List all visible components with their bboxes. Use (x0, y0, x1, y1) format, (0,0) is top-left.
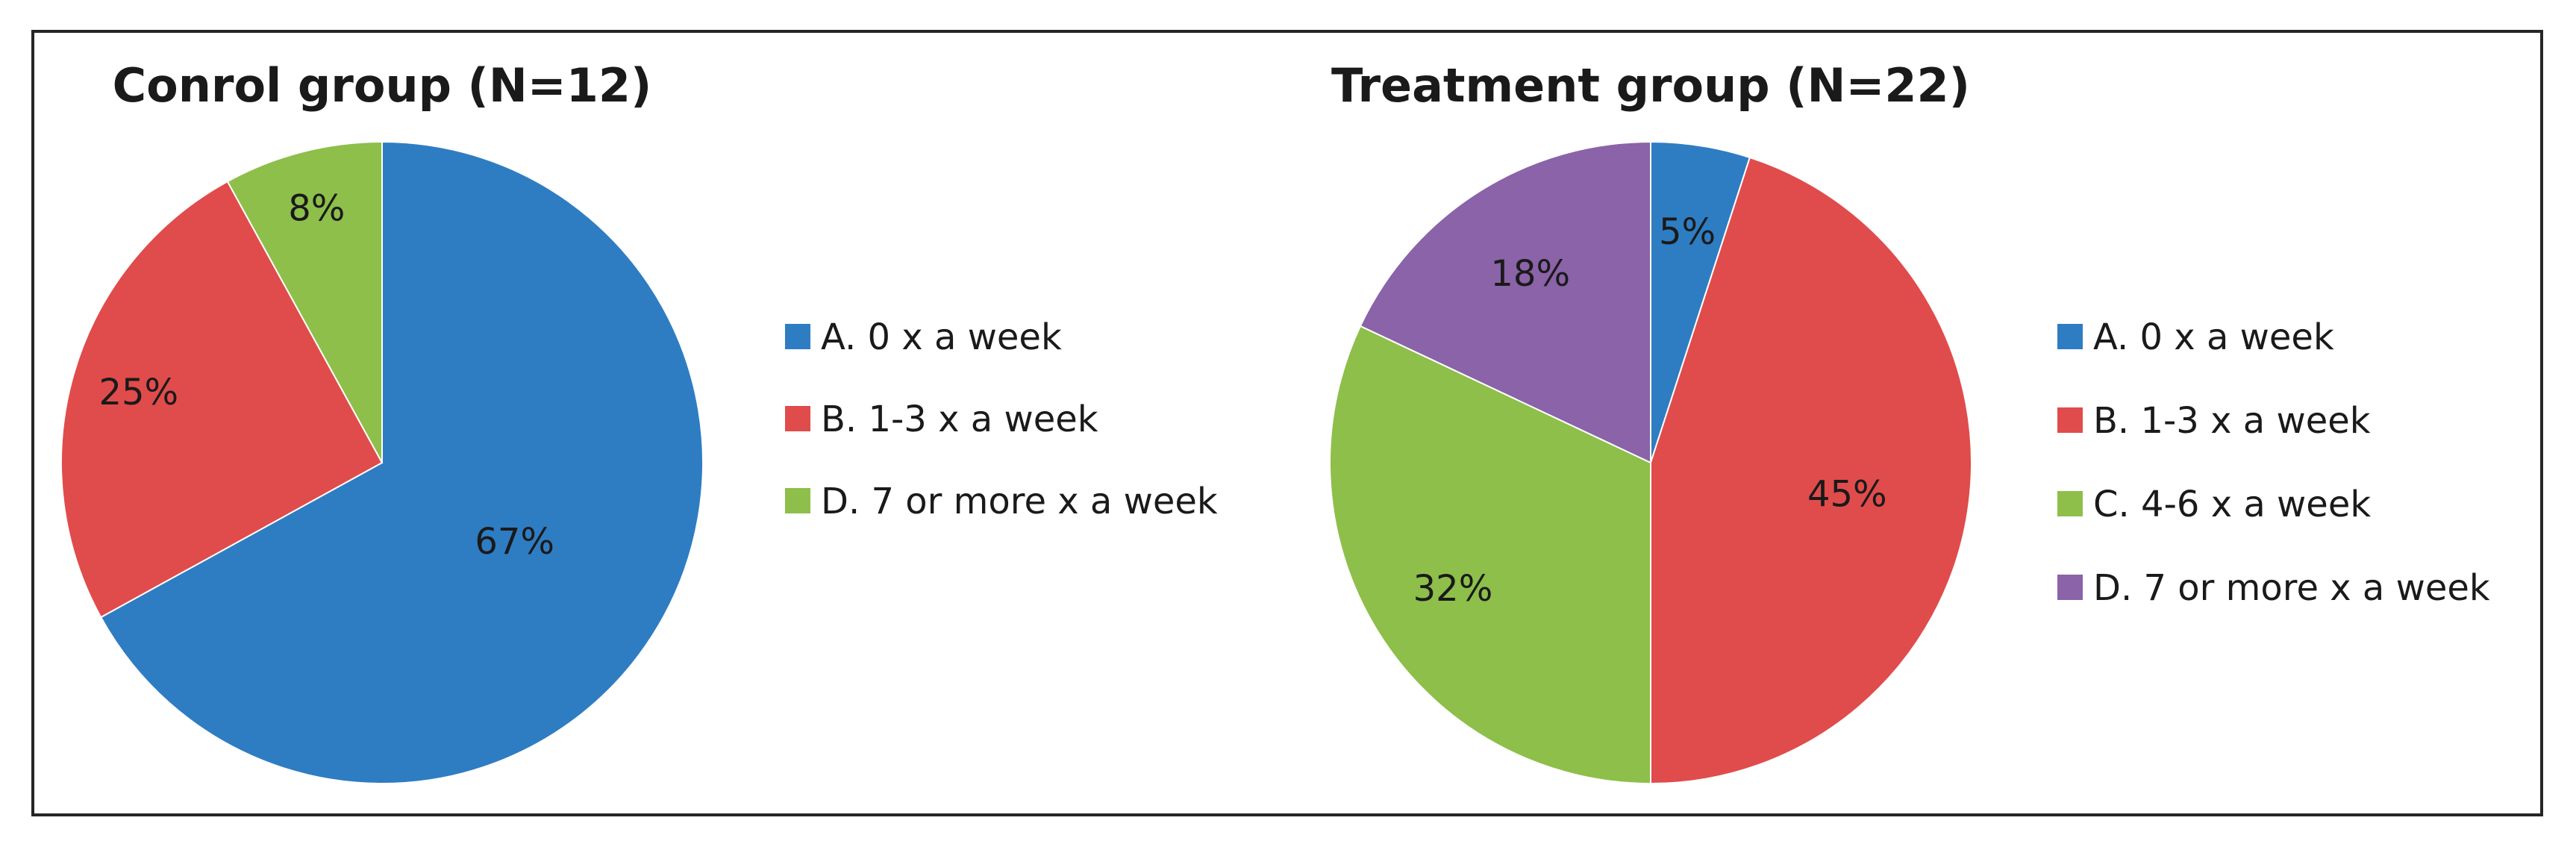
slice-label: 5% (1659, 211, 1716, 253)
pie-chart-2: Treatment group (N=22) 5% 45% 32% 18% A. 0 x … (1329, 58, 2490, 785)
legend-label: C. 4-6 x a week (2093, 484, 2371, 525)
legend-label: D. 7 or more x a week (821, 481, 1218, 522)
legend: A. 0 x a week B. 1-3 x a week D. 7 or more… (785, 316, 1218, 522)
legend: A. 0 x a week B. 1-3 x a week C. 4-6 x a w… (2057, 316, 2490, 609)
pie-slice (60, 180, 384, 619)
slice-label: 32% (1413, 568, 1493, 610)
slice-label: 18% (1490, 253, 1570, 295)
slice-label: 67% (475, 521, 554, 563)
pie-slice (1650, 156, 1972, 785)
pie-chart-1: Conrol group (N=12) 67% 25% 8% A. 0 x a week… (60, 58, 1218, 784)
pie-charts: Conrol group (N=12) 67% 25% 8% A. 0 x a week… (60, 58, 2490, 785)
pie-slice (1329, 325, 1651, 785)
legend-swatch (2057, 407, 2083, 433)
legend-swatch (785, 488, 810, 513)
legend-swatch (785, 406, 810, 431)
pie-slice (226, 140, 383, 463)
legend-label: A. 0 x a week (821, 316, 1062, 358)
legend-label: B. 1-3 x a week (821, 399, 1098, 440)
legend-label: D. 7 or more x a week (2093, 567, 2490, 609)
pie-slice (99, 140, 704, 784)
legend-label: A. 0 x a week (2093, 316, 2334, 358)
legend-label: B. 1-3 x a week (2093, 400, 2371, 442)
chart-title: Conrol group (N=12) (113, 58, 652, 113)
chart-title: Treatment group (N=22) (1331, 58, 1970, 113)
pie-slice (1359, 140, 1651, 464)
figure-frame: Conrol group (N=12) 67% 25% 8% A. 0 x a week… (31, 30, 2543, 816)
slice-label: 25% (99, 372, 178, 413)
legend-swatch (2057, 491, 2083, 516)
legend-swatch (2057, 575, 2083, 600)
legend-swatch (785, 324, 810, 349)
slice-label: 8% (288, 187, 345, 229)
legend-swatch (2057, 324, 2083, 349)
slice-label: 45% (1807, 474, 1887, 516)
